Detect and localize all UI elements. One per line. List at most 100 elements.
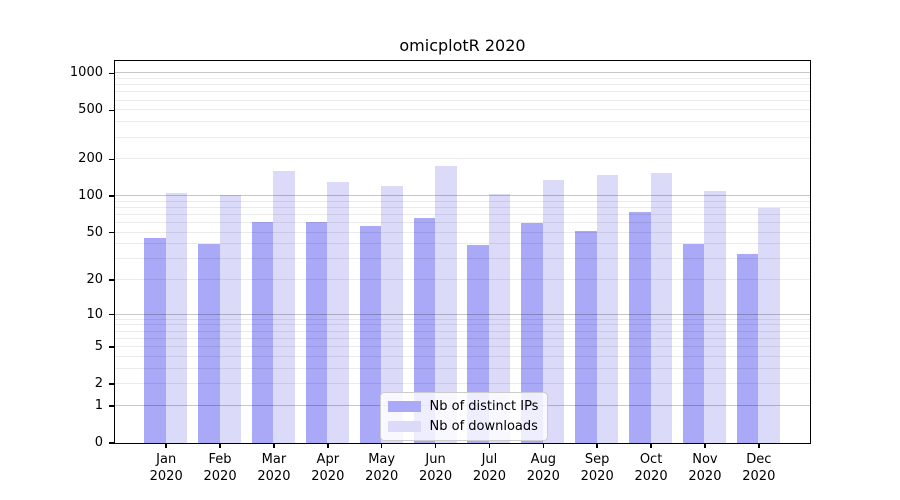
x-tick-year-apr: 2020 xyxy=(311,469,345,484)
legend-swatch-distinct-ips xyxy=(387,400,421,412)
x-tick-month-apr: Apr xyxy=(316,452,340,467)
x-tick-mark-dec xyxy=(758,444,760,448)
grid-layer xyxy=(114,61,810,443)
gridline-major-10 xyxy=(114,313,810,315)
bar-jan-distinct-ips xyxy=(144,237,166,443)
x-tick-label-mar: Mar 2020 xyxy=(242,451,306,485)
x-tick-month-feb: Feb xyxy=(208,452,232,467)
gridline-minor-6 xyxy=(114,337,810,339)
plot-area: Nb of distinct IPs Nb of downloads xyxy=(113,59,811,444)
gridline-minor-2 xyxy=(114,383,810,385)
x-tick-year-mar: 2020 xyxy=(257,469,291,484)
gridline-minor-500 xyxy=(114,109,810,111)
bar-apr-distinct-ips xyxy=(305,221,328,443)
x-tick-month-sep: Sep xyxy=(584,452,610,467)
x-tick-label-jul: Jul 2020 xyxy=(457,451,521,485)
y-tick-label-10: 10 xyxy=(86,306,103,322)
x-tick-mark-jun xyxy=(434,444,437,448)
gridline-minor-5 xyxy=(114,346,810,348)
x-tick-year-sep: 2020 xyxy=(580,469,614,484)
x-tick-month-jan: Jan xyxy=(156,452,177,467)
bar-oct-distinct-ips xyxy=(629,212,651,443)
gridline-minor-400 xyxy=(114,121,810,123)
x-tick-month-dec: Dec xyxy=(746,452,772,467)
gridline-minor-200 xyxy=(114,158,810,160)
bar-aug-downloads xyxy=(542,180,565,443)
gridline-minor-30 xyxy=(114,258,810,260)
gridline-minor-9 xyxy=(114,318,810,320)
x-tick-label-may: May 2020 xyxy=(350,451,414,485)
bar-feb-distinct-ips xyxy=(198,243,220,443)
x-tick-mark-feb xyxy=(219,444,221,448)
y-tick-label-200: 200 xyxy=(78,151,103,167)
x-tick-year-aug: 2020 xyxy=(526,469,560,484)
bar-oct-downloads xyxy=(650,172,673,443)
gridline-minor-90 xyxy=(114,200,810,202)
gridline-minor-800 xyxy=(114,84,810,86)
gridline-major-1000 xyxy=(114,72,810,74)
x-tick-month-mar: Mar xyxy=(261,452,287,467)
x-tick-month-jul: Jul xyxy=(481,452,498,467)
gridline-minor-40 xyxy=(114,243,810,245)
x-tick-mark-may xyxy=(380,444,383,448)
x-tick-label-jan: Jan 2020 xyxy=(134,451,198,485)
y-tick-label-2: 2 xyxy=(94,376,103,392)
bar-apr-downloads xyxy=(327,181,349,443)
gridline-minor-7 xyxy=(114,330,810,332)
bar-mar-downloads xyxy=(273,171,295,443)
y-tick-label-20: 20 xyxy=(86,272,103,288)
x-tick-mark-mar xyxy=(273,444,275,448)
bar-nov-downloads xyxy=(704,190,726,443)
x-tick-mark-apr xyxy=(327,444,329,448)
x-tick-year-may: 2020 xyxy=(365,469,399,484)
x-tick-year-jun: 2020 xyxy=(419,469,453,484)
bar-jun-downloads xyxy=(435,165,457,443)
x-tick-month-may: May xyxy=(368,452,396,467)
gridline-minor-20 xyxy=(114,279,810,281)
x-tick-label-jun: Jun 2020 xyxy=(404,451,468,485)
x-tick-year-oct: 2020 xyxy=(634,469,668,484)
x-tick-label-apr: Apr 2020 xyxy=(296,451,360,485)
chart-title: omicplotR 2020 xyxy=(399,36,526,55)
y-tick-label-5: 5 xyxy=(94,339,103,355)
y-tick-label-1: 1 xyxy=(94,397,103,413)
gridline-minor-8 xyxy=(114,324,810,326)
bar-sep-distinct-ips xyxy=(575,231,597,443)
bar-nov-distinct-ips xyxy=(682,243,705,443)
bar-may-downloads xyxy=(381,186,403,443)
x-tick-year-nov: 2020 xyxy=(688,469,722,484)
y-tick-label-0: 0 xyxy=(94,435,103,450)
y-tick-label-50: 50 xyxy=(86,224,103,240)
legend-entry-distinct-ips: Nb of distinct IPs xyxy=(387,398,539,415)
x-tick-year-feb: 2020 xyxy=(203,469,237,484)
gridline-minor-3 xyxy=(114,367,810,369)
bar-jun-distinct-ips xyxy=(413,217,436,443)
gridline-minor-300 xyxy=(114,136,810,138)
x-tick-label-aug: Aug 2020 xyxy=(511,451,575,485)
x-tick-label-sep: Sep 2020 xyxy=(565,451,629,485)
legend-entry-downloads: Nb of downloads xyxy=(387,418,539,435)
legend-swatch-downloads xyxy=(387,420,421,432)
bar-jan-downloads xyxy=(165,192,188,443)
legend-label-distinct-ips: Nb of distinct IPs xyxy=(429,398,539,414)
x-tick-label-oct: Oct 2020 xyxy=(619,451,683,485)
x-tick-mark-nov xyxy=(704,444,706,448)
x-tick-month-oct: Oct xyxy=(639,452,663,467)
bar-may-distinct-ips xyxy=(359,226,382,443)
gridline-minor-50 xyxy=(114,231,810,233)
x-tick-mark-jan xyxy=(165,444,167,448)
x-tick-year-jan: 2020 xyxy=(149,469,183,484)
y-tick-label-1000: 1000 xyxy=(69,65,103,81)
x-tick-year-dec: 2020 xyxy=(742,469,776,484)
y-tick-label-500: 500 xyxy=(78,102,103,118)
gridline-major-100 xyxy=(114,195,810,197)
bar-mar-distinct-ips xyxy=(251,221,274,443)
bar-feb-downloads xyxy=(219,195,242,443)
gridline-minor-900 xyxy=(114,78,810,79)
bar-aug-distinct-ips xyxy=(521,223,543,443)
x-tick-month-jun: Jun xyxy=(425,452,446,467)
bar-jul-downloads xyxy=(488,194,511,443)
x-tick-month-nov: Nov xyxy=(692,452,718,467)
bar-sep-downloads xyxy=(596,175,619,443)
